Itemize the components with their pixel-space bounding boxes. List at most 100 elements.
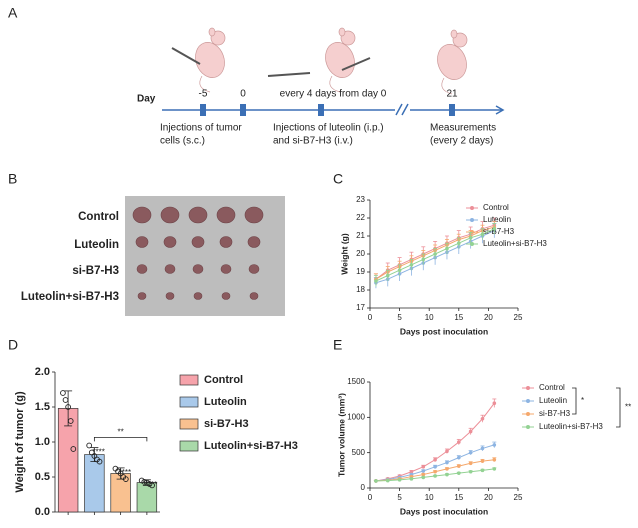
data-point [60,390,66,396]
data-point [492,467,497,471]
data-point [457,464,461,468]
y-tick-label: 1500 [347,377,365,386]
y-tick-label: 17 [356,303,365,312]
significance-label: **** [145,480,157,489]
y-tick-label: 19 [356,267,365,276]
data-point [62,397,69,403]
y-axis-label: Weight (g) [339,233,349,275]
data-point [65,404,71,410]
data-point [468,429,473,434]
data-point [141,479,148,485]
tumor [219,236,233,248]
tumor [220,264,232,274]
tumor [137,292,147,300]
data-point [67,418,74,424]
legend-marker [526,399,530,403]
y-axis-label: Tumor volume (mm³) [336,393,346,477]
significance-label: * [581,396,584,405]
panel-label: E [333,337,342,353]
timeline-note: Injections of luteolin (i.p.) [273,123,384,134]
tumor [165,292,175,300]
data-point [96,458,103,465]
legend-label: Luteolin+si-B7-H3 [539,422,603,431]
tumor [136,264,148,274]
legend-label: Luteolin [539,396,567,405]
tumor [221,292,231,300]
data-point [445,472,449,477]
tumor [160,206,180,224]
data-point [433,252,437,256]
data-point [397,478,402,482]
photo-row-label: Control [78,211,119,223]
timeline-day-label: Day [137,94,156,105]
legend-label: si-B7-H3 [483,227,515,236]
data-point [421,257,426,262]
data-point [480,459,485,463]
y-tick-label: 0.5 [35,471,50,483]
y-tick-label: 500 [352,448,366,457]
legend-marker [526,412,530,416]
x-axis-label: Days post inoculation [400,506,488,516]
data-point [433,465,437,469]
photo-row-label: Luteolin [74,239,119,251]
data-point [457,471,461,475]
legend-label: Luteolin [483,215,511,224]
data-point [409,263,414,267]
x-tick-label: 20 [484,313,493,322]
data-point [468,469,473,474]
data-point [385,478,390,483]
legend-swatch [179,396,199,408]
tumor-photo-content [132,206,264,300]
legend-label: Control [483,203,509,212]
legend-swatch [179,440,199,452]
timeline-mark: every 4 days from day 0 [280,89,387,100]
x-tick-label: 5 [397,493,402,502]
y-tick-label: 23 [356,195,365,204]
x-tick-label: 20 [484,493,493,502]
data-point [122,476,129,482]
timeline-note: Measurements [430,123,496,134]
tumor [248,264,260,274]
tumor [191,236,205,248]
tumor [192,264,204,274]
data-point [492,227,497,231]
data-point [480,468,485,473]
data-point [457,241,461,245]
legend-label: si-B7-H3 [204,418,249,430]
x-tick-label: 0 [368,493,373,502]
data-point [492,443,497,447]
x-tick-label: 25 [514,313,523,322]
y-tick-label: 0.0 [35,506,50,518]
y-tick-label: 0 [361,483,366,492]
panel-label: C [333,171,343,187]
data-point [374,479,378,483]
y-axis-label: Weight of tumor (g) [14,391,26,493]
x-tick-label: 5 [397,313,402,322]
timeline-note: and si-B7-H3 (i.v.) [273,136,353,147]
data-point [86,442,93,449]
y-tick-label: 1.5 [35,401,50,413]
legend-label: Luteolin+si-B7-H3 [204,440,298,452]
tumor [216,206,236,224]
tumor [163,236,177,248]
data-point [457,455,461,460]
data-point [492,401,497,406]
significance-label: ** [625,403,631,412]
photo-row-label: si-B7-H3 [72,265,119,277]
significance-bracket [93,437,148,442]
x-tick-label: 10 [425,493,434,502]
panel-label: D [8,337,18,353]
legend-swatch [179,374,199,386]
legend-marker [470,242,474,246]
tumor [193,292,203,300]
tumor [247,236,261,248]
y-tick-label: 1000 [347,412,365,421]
legend-marker [470,218,474,222]
timeline-marker [200,104,455,116]
data-point [374,279,378,283]
data-point [480,446,485,451]
timeline-mark: 21 [446,89,458,100]
significance-bracket [572,387,577,415]
panel-label: A [8,5,18,21]
